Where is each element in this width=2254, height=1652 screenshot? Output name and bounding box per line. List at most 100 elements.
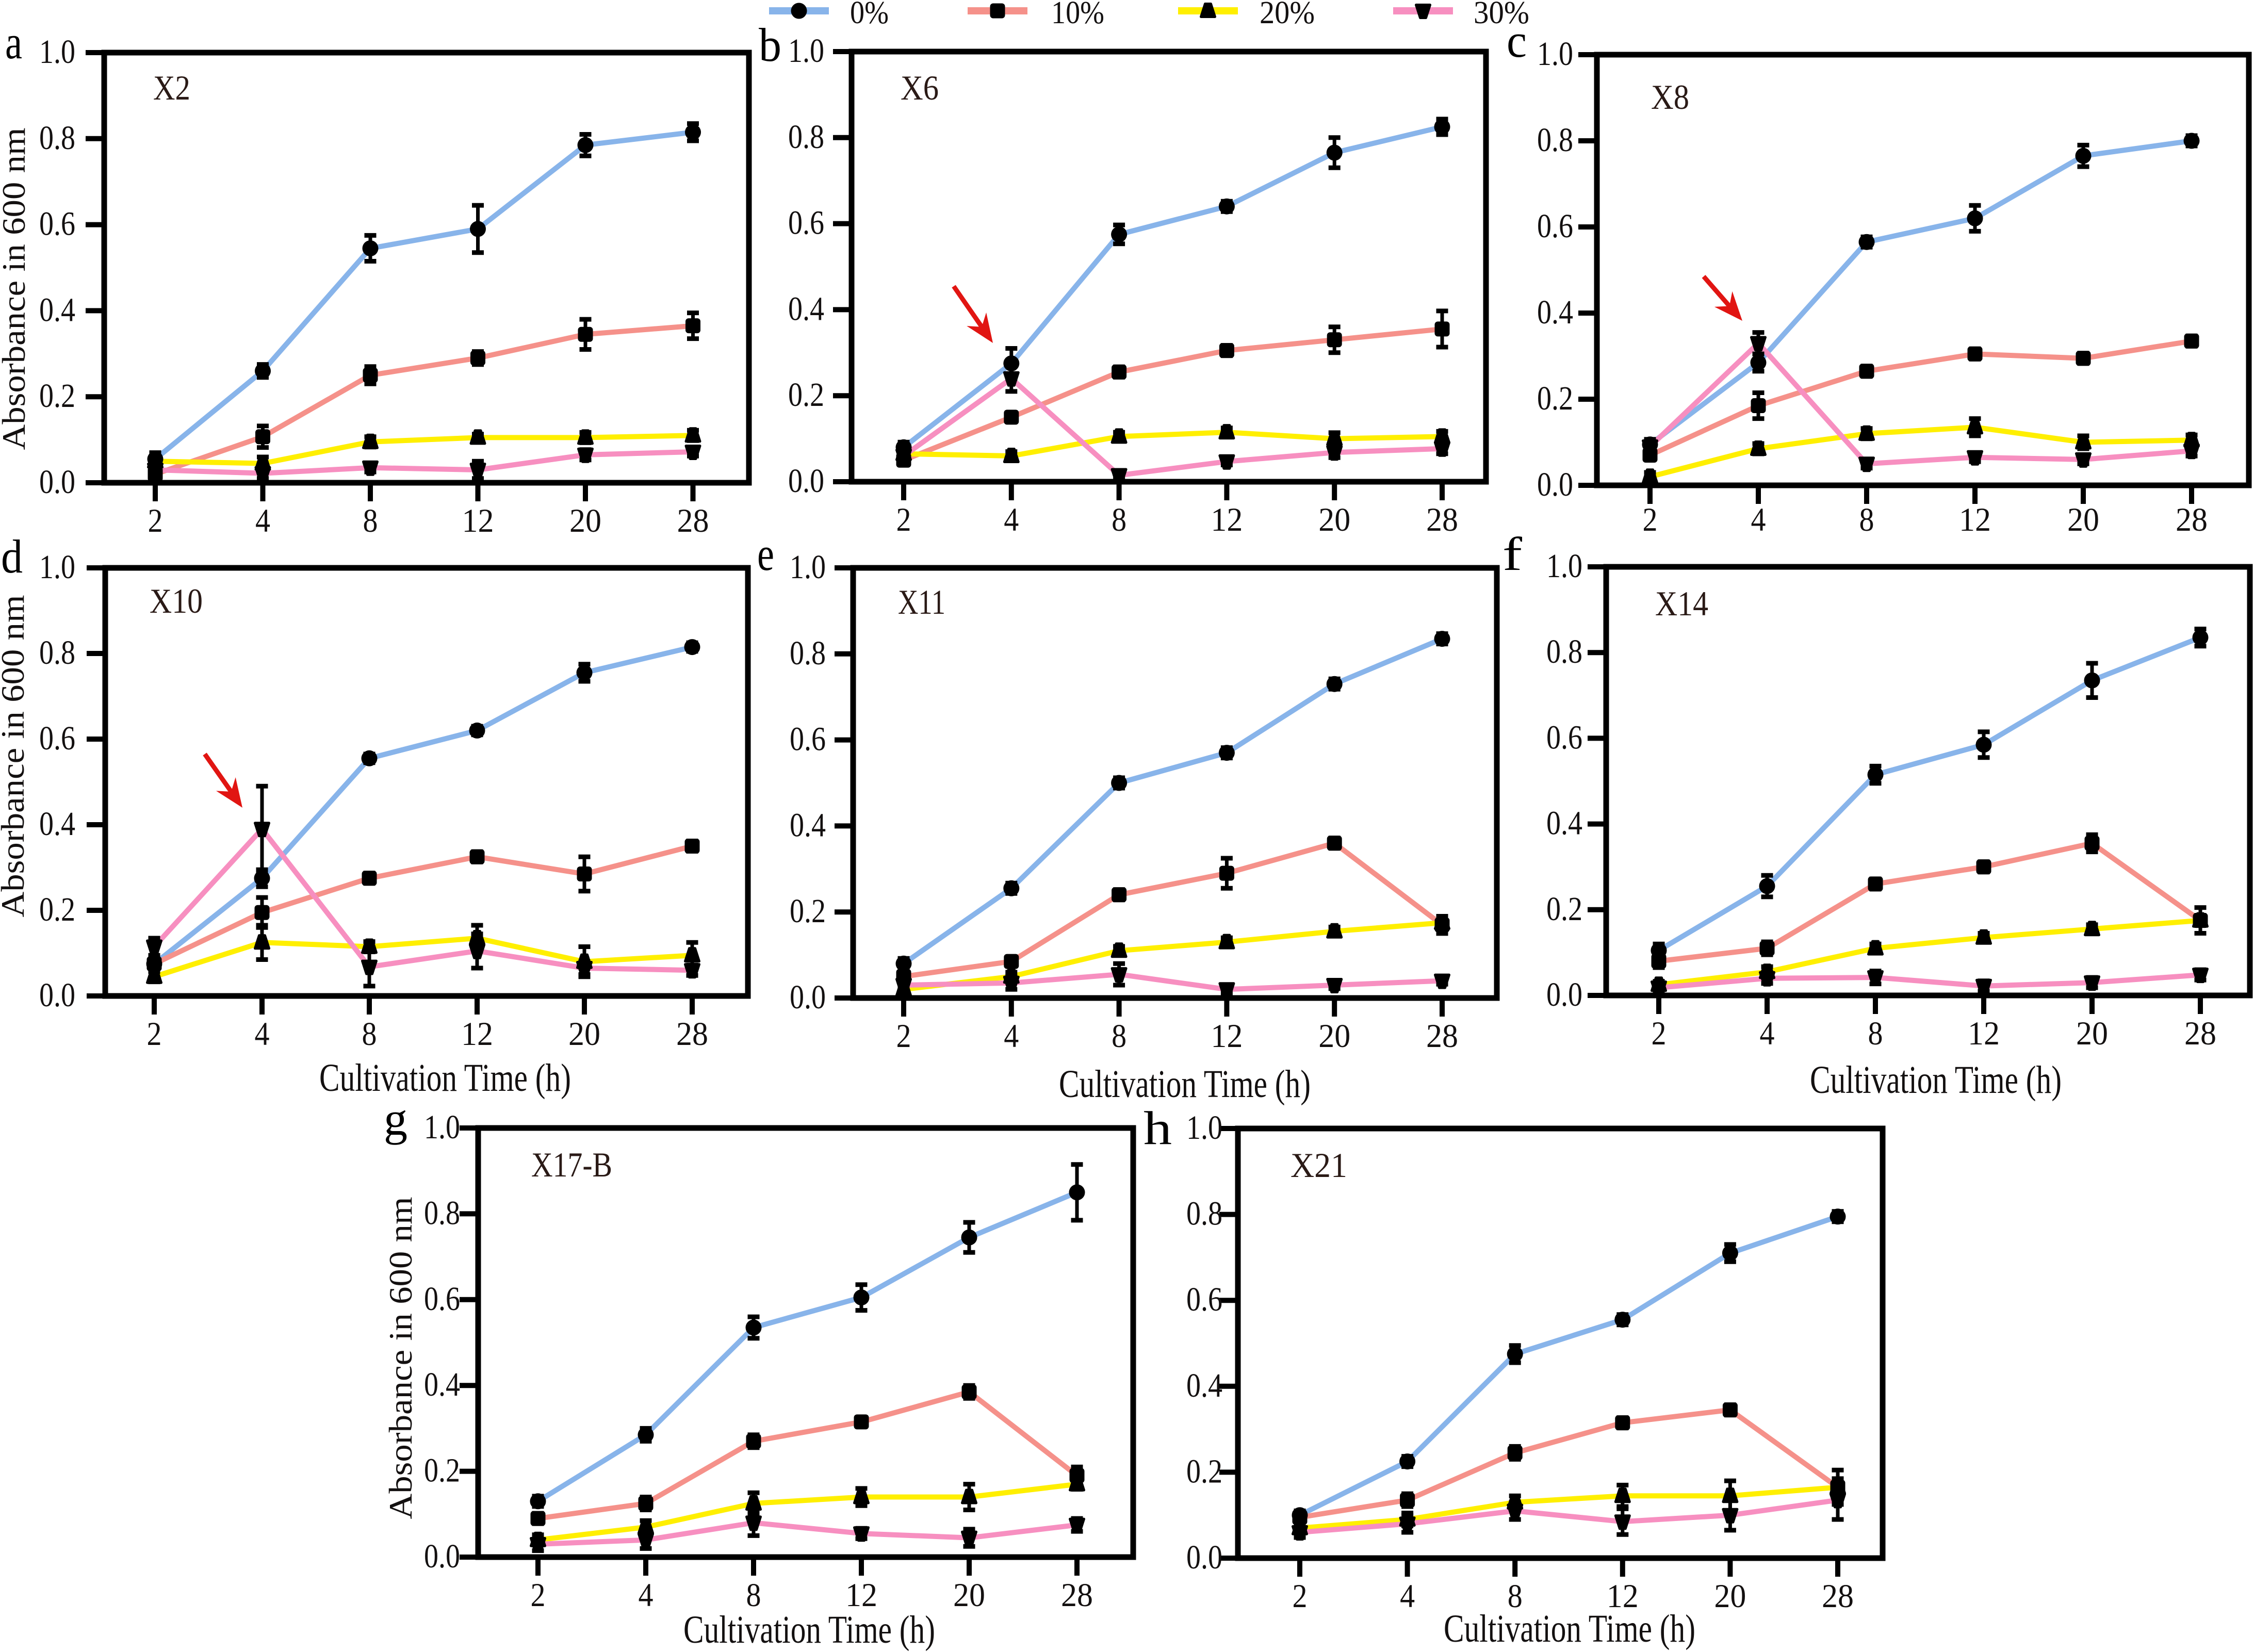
svg-text:0%: 0%	[850, 0, 889, 30]
svg-text:g: g	[384, 1092, 407, 1145]
svg-text:X6: X6	[901, 68, 939, 107]
svg-text:20: 20	[1318, 1018, 1350, 1055]
svg-text:0.6: 0.6	[790, 721, 826, 758]
svg-text:X8: X8	[1651, 77, 1689, 117]
svg-text:0.2: 0.2	[424, 1452, 460, 1490]
svg-text:8: 8	[746, 1577, 761, 1614]
svg-text:12: 12	[1959, 501, 1991, 538]
svg-text:f: f	[1502, 528, 1522, 580]
svg-text:0.2: 0.2	[788, 376, 824, 414]
svg-text:0.8: 0.8	[39, 634, 75, 672]
svg-text:0.2: 0.2	[790, 892, 826, 930]
svg-text:20%: 20%	[1260, 0, 1315, 30]
svg-text:4: 4	[1004, 1018, 1019, 1055]
svg-text:0.4: 0.4	[788, 290, 824, 328]
svg-text:2: 2	[148, 502, 163, 539]
svg-text:X17-B: X17-B	[531, 1145, 612, 1184]
svg-text:2: 2	[147, 1016, 162, 1053]
svg-text:0.6: 0.6	[39, 205, 75, 243]
svg-text:4: 4	[639, 1577, 654, 1614]
svg-text:4: 4	[1751, 501, 1766, 538]
svg-text:28: 28	[1822, 1578, 1854, 1615]
svg-text:2: 2	[896, 1018, 911, 1055]
svg-text:0.4: 0.4	[1537, 293, 1573, 331]
svg-text:0.2: 0.2	[39, 377, 75, 415]
svg-text:Cultivation Time (h): Cultivation Time (h)	[319, 1056, 571, 1100]
svg-text:0.6: 0.6	[39, 719, 75, 757]
svg-text:8: 8	[1868, 1015, 1883, 1052]
svg-text:28: 28	[1061, 1577, 1093, 1614]
svg-text:0.2: 0.2	[39, 891, 75, 928]
svg-text:0.0: 0.0	[1546, 976, 1582, 1013]
svg-text:20: 20	[568, 1016, 600, 1053]
svg-text:e: e	[757, 528, 774, 580]
svg-text:X14: X14	[1655, 584, 1708, 623]
svg-text:X21: X21	[1291, 1146, 1347, 1185]
svg-text:0.0: 0.0	[39, 463, 75, 501]
svg-text:0.0: 0.0	[39, 976, 75, 1014]
svg-text:4: 4	[1760, 1015, 1775, 1052]
svg-text:0.4: 0.4	[39, 291, 75, 329]
svg-text:Cultivation Time (h): Cultivation Time (h)	[1810, 1058, 2062, 1102]
svg-text:0.4: 0.4	[424, 1366, 460, 1403]
svg-text:1.0: 1.0	[39, 548, 75, 586]
svg-text:0.6: 0.6	[1537, 207, 1573, 245]
svg-text:8: 8	[1112, 501, 1126, 538]
svg-text:b: b	[759, 19, 781, 71]
svg-text:0.6: 0.6	[424, 1280, 460, 1318]
svg-text:a: a	[5, 16, 22, 69]
svg-text:0.8: 0.8	[788, 118, 824, 156]
svg-text:28: 28	[2176, 501, 2208, 538]
svg-text:20: 20	[1714, 1578, 1746, 1615]
svg-text:0.8: 0.8	[424, 1194, 460, 1232]
svg-text:1.0: 1.0	[424, 1108, 460, 1146]
svg-text:12: 12	[1211, 1018, 1243, 1055]
svg-text:2: 2	[1293, 1578, 1308, 1615]
svg-text:0.6: 0.6	[1546, 718, 1582, 756]
svg-text:0.8: 0.8	[1546, 633, 1582, 670]
svg-text:0.0: 0.0	[790, 978, 826, 1016]
svg-text:0.4: 0.4	[39, 805, 75, 843]
svg-text:0.6: 0.6	[1186, 1281, 1222, 1318]
svg-text:20: 20	[569, 502, 601, 539]
svg-text:4: 4	[1004, 501, 1019, 538]
svg-text:0.0: 0.0	[424, 1537, 460, 1575]
svg-text:20: 20	[953, 1577, 985, 1614]
svg-text:4: 4	[255, 1016, 270, 1053]
svg-text:8: 8	[1508, 1578, 1523, 1615]
svg-text:0.4: 0.4	[1546, 805, 1582, 842]
svg-text:Absorbance in 600 nm: Absorbance in 600 nm	[0, 128, 32, 450]
svg-text:1.0: 1.0	[790, 548, 826, 586]
svg-text:1.0: 1.0	[1186, 1109, 1222, 1147]
svg-text:0.4: 0.4	[790, 806, 826, 844]
svg-text:10%: 10%	[1051, 0, 1104, 30]
svg-text:0.2: 0.2	[1186, 1452, 1222, 1490]
svg-text:20: 20	[2067, 501, 2099, 538]
svg-text:2: 2	[1652, 1015, 1667, 1052]
svg-text:0.4: 0.4	[1186, 1367, 1222, 1404]
svg-text:2: 2	[896, 501, 911, 538]
svg-text:20: 20	[1318, 501, 1350, 538]
svg-text:28: 28	[2184, 1015, 2216, 1052]
svg-text:X11: X11	[898, 582, 945, 621]
svg-text:Cultivation Time (h): Cultivation Time (h)	[1444, 1607, 1695, 1650]
svg-text:0.2: 0.2	[1537, 380, 1573, 417]
svg-text:h: h	[1144, 1102, 1172, 1154]
svg-text:28: 28	[677, 502, 709, 539]
svg-text:12: 12	[1607, 1578, 1639, 1615]
svg-text:0.8: 0.8	[1186, 1195, 1222, 1233]
svg-text:1.0: 1.0	[788, 32, 824, 70]
svg-text:X2: X2	[153, 68, 190, 107]
svg-text:Absorbance in 600 nm: Absorbance in 600 nm	[0, 595, 31, 918]
svg-text:30%: 30%	[1474, 0, 1529, 30]
svg-text:c: c	[1507, 14, 1527, 67]
svg-text:0.0: 0.0	[1537, 466, 1573, 503]
svg-text:0.6: 0.6	[788, 204, 824, 242]
svg-text:d: d	[1, 530, 23, 583]
svg-text:2: 2	[1643, 501, 1658, 538]
svg-text:28: 28	[676, 1016, 708, 1053]
svg-text:4: 4	[1400, 1578, 1415, 1615]
svg-text:1.0: 1.0	[1546, 547, 1582, 585]
svg-text:12: 12	[1211, 501, 1243, 538]
svg-text:0.8: 0.8	[790, 634, 826, 672]
